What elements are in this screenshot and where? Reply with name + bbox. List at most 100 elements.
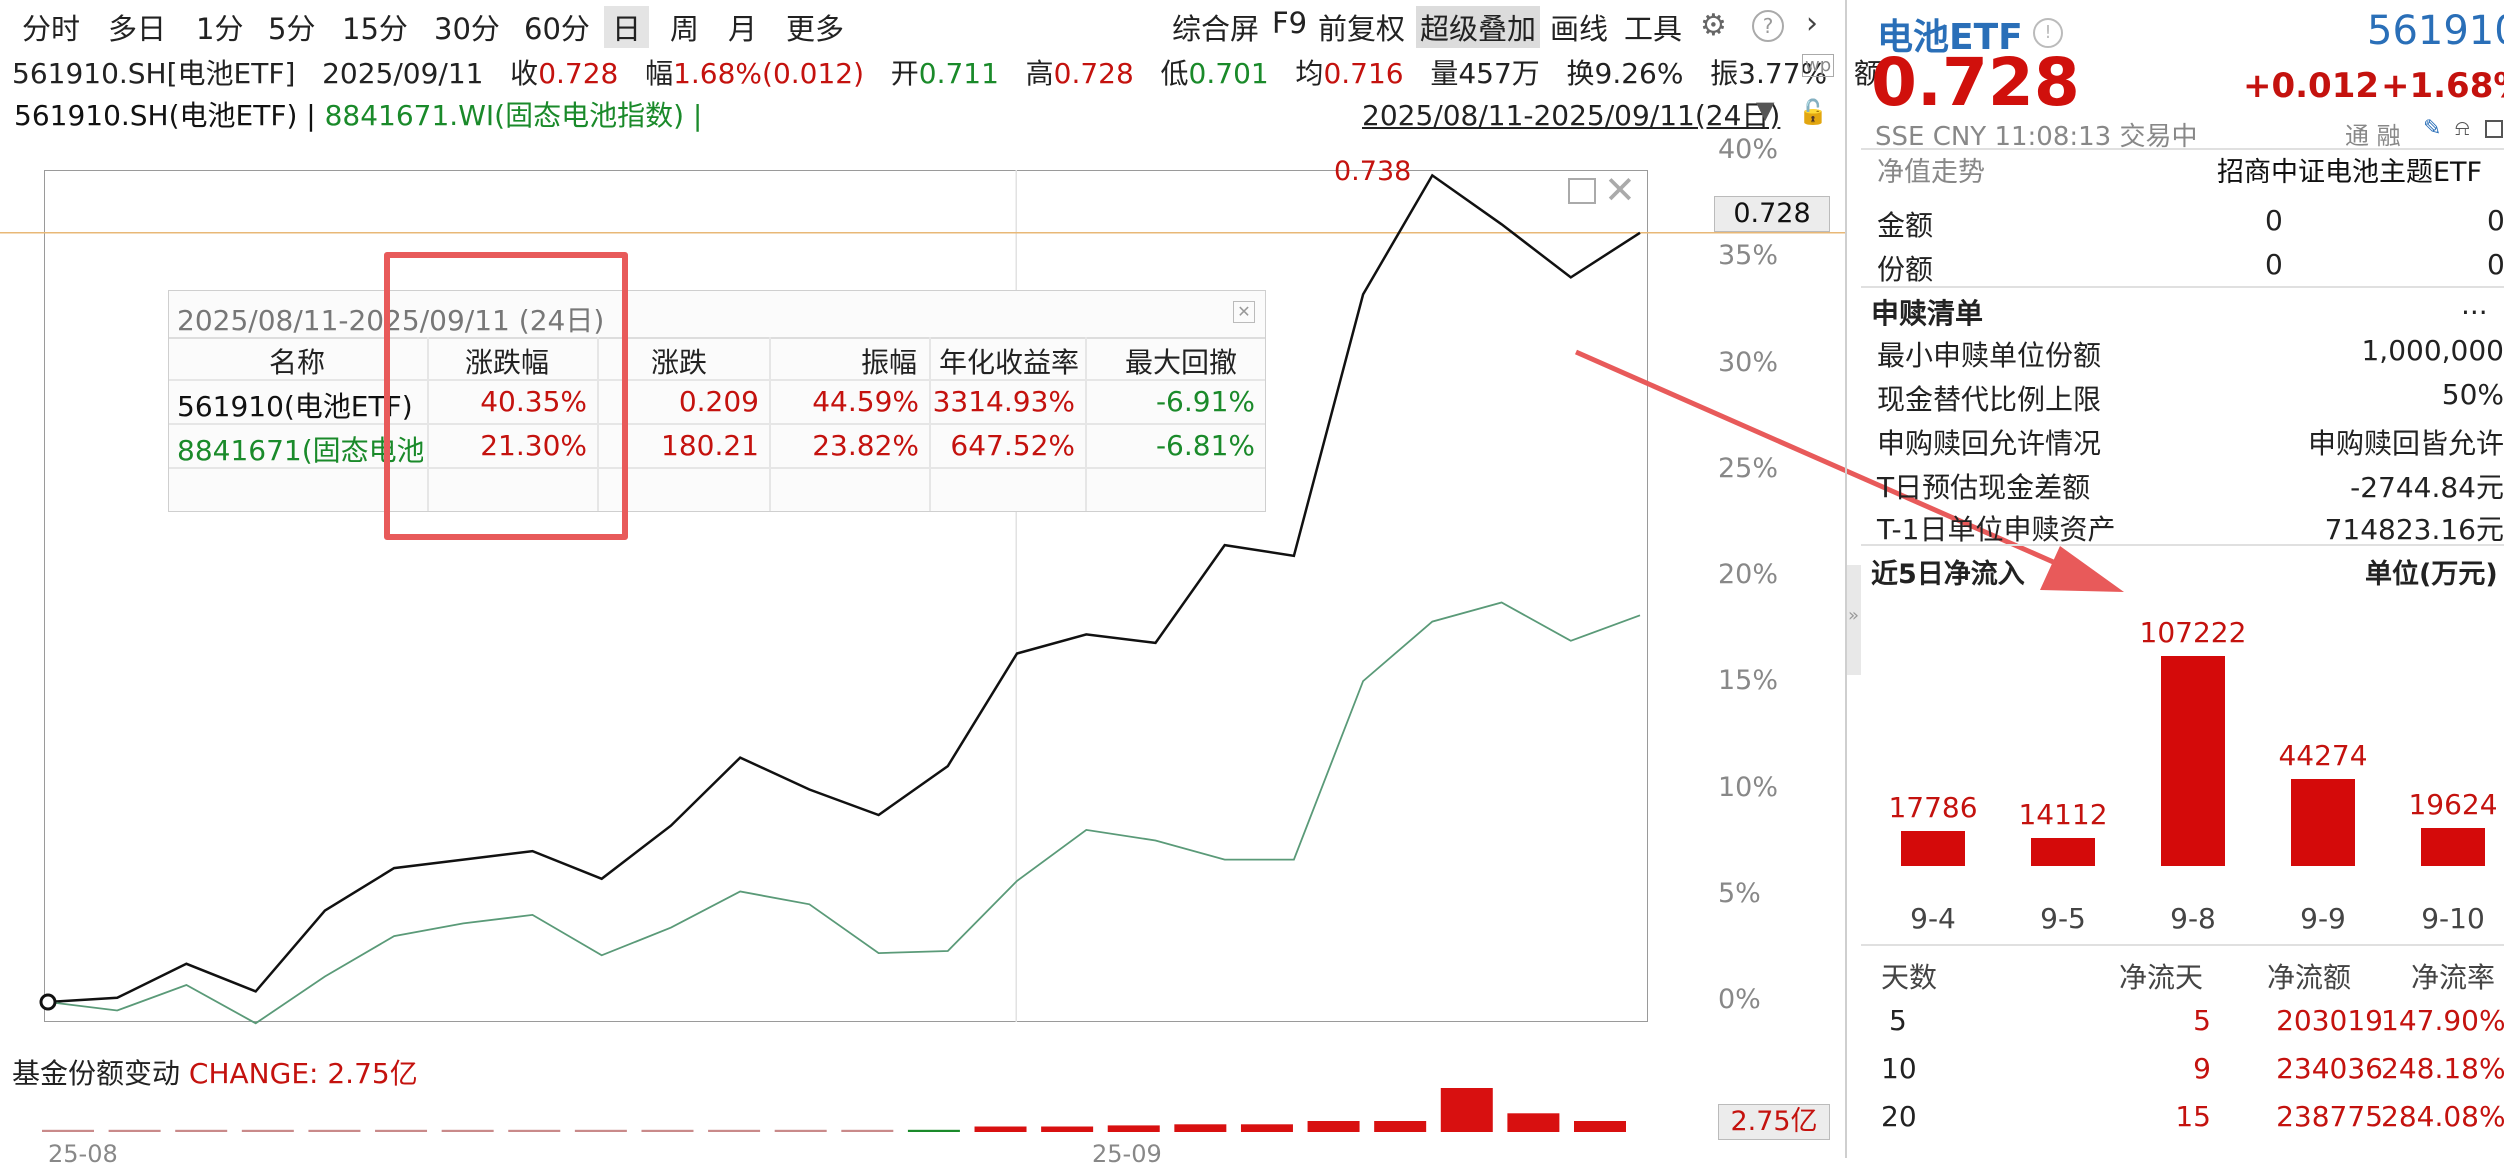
avg-value: 0.716 (1323, 57, 1404, 90)
trade-flags: 通 融 (2345, 122, 2401, 150)
sub-row-value: 50% (2441, 378, 2504, 411)
popup-header-amp: 振幅 (861, 346, 918, 379)
sub-row-value: 申购赎回皆允许 (2307, 427, 2504, 460)
flow-title: 近5日净流入 (1871, 559, 2025, 590)
y-tick-label: 35% (1718, 240, 1779, 272)
dropdown-triangle-icon[interactable]: ▼ (1756, 96, 1775, 124)
fund-change-bar (441, 1129, 494, 1132)
high-value: 0.728 (1053, 57, 1134, 90)
composite-screen-button[interactable]: 综合屏 (1172, 12, 1260, 46)
popup-row2-drawdown: -6.81% (1155, 429, 1255, 462)
y-tick-label: 5% (1718, 877, 1761, 909)
quote-date: 2025/09/11 (322, 57, 484, 90)
period-tab-15min[interactable]: 15分 (342, 12, 408, 46)
gear-icon[interactable]: ⚙ (1700, 8, 1727, 43)
popup-row2-amp: 23.82% (812, 429, 919, 462)
flow-row-netdays: 9 (2193, 1052, 2211, 1085)
sub-row-label: 现金替代比例上限 (1877, 383, 2102, 416)
y-tick-label: 30% (1718, 346, 1779, 378)
period-tab-day[interactable]: 日 (604, 6, 650, 48)
quote-line: 561910.SH[电池ETF] 2025/09/11 收0.728 幅1.68… (12, 52, 1882, 92)
forward-adjust-button[interactable]: 前复权 (1318, 12, 1406, 46)
popup-row2-chg: 180.21 (661, 429, 759, 462)
chart-plot-area[interactable] (44, 170, 1648, 1022)
flow-row-netamount: 203019 (2276, 1004, 2383, 1037)
restore-window-icon[interactable] (1568, 178, 1596, 204)
popup-header-name: 名称 (269, 346, 326, 379)
period-tab-1min[interactable]: 1分 (196, 12, 244, 46)
period-tab-intraday[interactable]: 分时 (22, 12, 81, 46)
close-chart-icon[interactable]: ✕ (1604, 168, 1636, 212)
period-tab-5min[interactable]: 5分 (268, 12, 316, 46)
interval-stats-popup: 2025/08/11-2025/09/11 (24日) ✕ 名称 涨跌幅 涨跌 … (168, 290, 1266, 512)
period-tab-multiday[interactable]: 多日 (108, 12, 167, 46)
popup-row2-annual: 647.52% (950, 429, 1075, 462)
last-price-badge: 0.728 (1714, 196, 1830, 232)
wps-icon[interactable]: wp (1802, 54, 1835, 77)
amt-label: 额 (1853, 57, 1882, 90)
net-inflow-date-label: 9-4 (1910, 902, 1956, 935)
nav-trend-link[interactable]: 净值走势 (1877, 157, 1985, 188)
bell-icon[interactable]: ⍾ (2455, 116, 2470, 141)
popup-row1-chg: 0.209 (678, 385, 759, 418)
amount-label: 金额 (1877, 209, 1934, 242)
open-value: 0.711 (918, 57, 999, 90)
period-tab-30min[interactable]: 30分 (434, 12, 500, 46)
fund-change-bar (907, 1129, 960, 1132)
fund-change-bar (241, 1129, 294, 1132)
super-overlay-button[interactable]: 超级叠加 (1416, 6, 1541, 48)
popup-close-icon[interactable]: ✕ (1233, 301, 1255, 323)
fund-change-bar (508, 1129, 561, 1132)
fund-change-bar (574, 1129, 627, 1132)
fund-change-bar (1174, 1124, 1227, 1132)
f9-button[interactable]: F9 (1272, 6, 1308, 40)
fund-change-badge: 2.75亿 (1718, 1104, 1830, 1140)
popup-header-chgpct: 涨跌幅 (465, 346, 550, 379)
index-series-line (47, 601, 1641, 1025)
fund-change-bar (308, 1129, 361, 1132)
flow-header-days: 天数 (1881, 961, 1938, 994)
net-inflow-bar (2291, 779, 2355, 866)
popup-row1-chgpct: 40.35% (480, 385, 587, 418)
lock-icon[interactable]: 🔓 (1798, 98, 1828, 126)
start-point-marker (39, 993, 57, 1011)
flow-row-netdays: 15 (2175, 1100, 2211, 1133)
draw-line-button[interactable]: 画线 (1550, 12, 1609, 46)
panel-collapse-handle[interactable]: » (1847, 565, 1861, 675)
net-inflow-bar (2161, 656, 2225, 866)
flow-row-netamount: 234036 (2276, 1052, 2383, 1085)
popup-row1-annual: 3314.93% (932, 385, 1075, 418)
net-inflow-value-label: 107222 (2139, 616, 2247, 649)
fund-name: 电池ETF (1877, 17, 2023, 58)
fund-change-bar (774, 1129, 827, 1132)
net-inflow-date-label: 9-5 (2040, 902, 2086, 935)
window-icon[interactable] (2485, 120, 2503, 138)
low-label: 低 (1160, 57, 1189, 90)
high-label: 高 (1025, 57, 1054, 90)
info-circle-icon[interactable]: ! (2033, 18, 2063, 48)
sub-list-more[interactable]: ... (2461, 288, 2488, 321)
popup-row1-name: 561910(电池ETF) (177, 390, 413, 423)
help-icon[interactable]: ? (1752, 10, 1784, 42)
low-value: 0.701 (1188, 57, 1269, 90)
period-tab-more[interactable]: 更多 (786, 12, 845, 46)
date-range-selector[interactable]: 2025/08/11-2025/09/11(24日) (1362, 99, 1781, 132)
tools-button[interactable]: 工具 (1624, 12, 1683, 46)
fund-change-bar (1107, 1125, 1160, 1132)
fund-change-value: CHANGE: 2.75亿 (188, 1057, 418, 1090)
amp-value: 3.77% (1738, 57, 1828, 90)
popup-title: 2025/08/11-2025/09/11 (24日) (177, 304, 605, 337)
fund-change-bar (375, 1129, 428, 1132)
peak-price-label: 0.738 (1334, 156, 1412, 187)
period-tab-month[interactable]: 月 (728, 12, 758, 46)
overlay-index-symbol[interactable]: 8841671.WI(固态电池指数) | (324, 99, 703, 132)
net-inflow-value-label: 19624 (2408, 787, 2498, 821)
period-tab-60min[interactable]: 60分 (524, 12, 590, 46)
fund-code: 561910 (2367, 8, 2504, 54)
chevron-right-icon[interactable]: › (1806, 6, 1818, 41)
edit-icon[interactable]: ✎ (2423, 116, 2442, 141)
flow-row-netamount: 238775 (2276, 1100, 2383, 1133)
popup-header-chg: 涨跌 (651, 346, 708, 379)
sub-row-label: 最小申赎单位份额 (1877, 339, 2102, 372)
period-tab-week[interactable]: 周 (670, 12, 700, 46)
